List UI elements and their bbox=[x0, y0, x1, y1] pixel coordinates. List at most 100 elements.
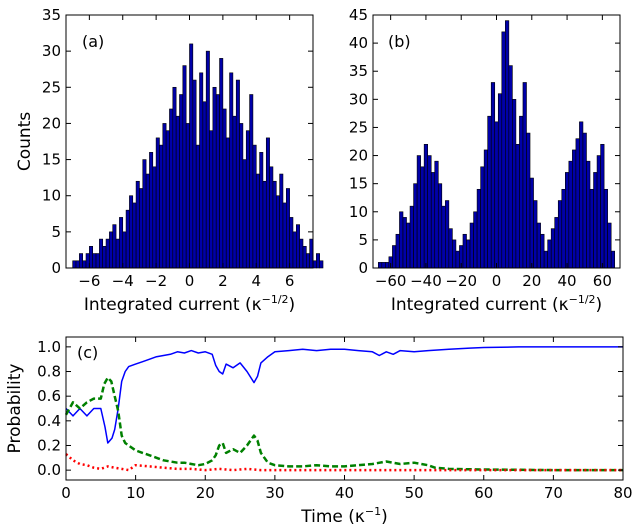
histogram-bar bbox=[452, 239, 457, 269]
histogram-bar bbox=[600, 144, 605, 269]
histogram-bar bbox=[593, 172, 598, 269]
histogram-bar bbox=[589, 188, 594, 269]
histogram-bar bbox=[473, 211, 478, 269]
x-axis-label: Integrated current (κ−1/2) bbox=[391, 293, 602, 315]
histogram-bar bbox=[129, 195, 134, 269]
histogram-bar bbox=[312, 260, 317, 269]
histogram-bar bbox=[586, 160, 591, 269]
histogram-bar bbox=[469, 222, 474, 269]
histogram-bar bbox=[289, 217, 294, 269]
histogram-bar bbox=[255, 173, 260, 269]
histogram-bar bbox=[175, 115, 180, 269]
histogram-bar bbox=[607, 222, 612, 269]
histogram-bar bbox=[195, 144, 200, 269]
x-tick-label: 2 bbox=[218, 272, 228, 290]
histogram-bar bbox=[242, 159, 247, 269]
y-tick-label: 40 bbox=[349, 34, 368, 52]
histogram-bar bbox=[249, 94, 254, 269]
histogram-bar bbox=[139, 188, 144, 269]
y-tick-label: 30 bbox=[42, 42, 61, 60]
histogram-bar bbox=[229, 72, 234, 269]
histogram-bar bbox=[112, 224, 117, 269]
histogram-bar bbox=[215, 94, 220, 269]
x-tick-label: 60 bbox=[593, 272, 612, 290]
histogram-bar bbox=[79, 253, 83, 269]
histogram-bar bbox=[72, 260, 77, 269]
histogram-bar bbox=[483, 149, 488, 269]
histogram-bar bbox=[455, 250, 460, 269]
histogram-bar bbox=[185, 123, 190, 269]
x-axis-label-exponent: −1/2 bbox=[569, 293, 596, 306]
histogram-bar bbox=[252, 144, 257, 269]
y-tick-label: 20 bbox=[42, 114, 61, 132]
histogram-bar bbox=[550, 228, 556, 269]
histogram-bar bbox=[522, 82, 527, 269]
histogram-bar bbox=[508, 65, 513, 269]
x-axis-label-main: Integrated current (κ bbox=[391, 295, 569, 315]
histogram-bar bbox=[448, 228, 453, 269]
histogram-bar bbox=[75, 260, 80, 269]
histogram-bar bbox=[309, 238, 314, 269]
x-tick-label: 20 bbox=[196, 484, 215, 502]
histogram-bar bbox=[199, 72, 204, 269]
histogram-bar bbox=[105, 238, 110, 269]
histogram-bar bbox=[209, 130, 214, 269]
x-axis-label-close: ) bbox=[381, 507, 388, 527]
x-tick-label: 40 bbox=[558, 272, 577, 290]
histogram-bar bbox=[557, 200, 563, 269]
y-tick-label: 0.0 bbox=[37, 461, 61, 479]
histogram-bar bbox=[540, 233, 545, 269]
y-tick-label: 30 bbox=[349, 90, 368, 108]
histogram-bar bbox=[125, 209, 130, 269]
y-tick-label: 10 bbox=[349, 203, 368, 221]
y-tick-label: 25 bbox=[349, 118, 368, 136]
histogram-bar bbox=[565, 172, 570, 269]
histogram-bar bbox=[319, 260, 324, 269]
histogram-bar bbox=[285, 188, 290, 269]
histogram-bar bbox=[385, 262, 390, 269]
histogram-bar bbox=[512, 99, 517, 269]
histogram-bar bbox=[515, 144, 520, 269]
y-tick-label: 0.2 bbox=[37, 436, 61, 454]
y-tick-label: 1.0 bbox=[37, 338, 61, 356]
histogram-bar bbox=[222, 108, 227, 269]
x-tick-label: 20 bbox=[522, 272, 541, 290]
histogram-bar bbox=[533, 200, 538, 269]
histogram-bar bbox=[145, 173, 150, 269]
histogram-bar bbox=[381, 262, 386, 269]
x-tick-label: −40 bbox=[410, 272, 442, 290]
histogram-bar bbox=[239, 123, 244, 269]
histogram-bar bbox=[416, 155, 421, 269]
histogram-bar bbox=[568, 160, 573, 269]
y-tick-label: 35 bbox=[42, 6, 61, 24]
x-tick-label: 0 bbox=[61, 484, 71, 502]
histogram-bar bbox=[377, 262, 383, 269]
panel-label: (a) bbox=[82, 32, 104, 51]
histogram-bar bbox=[392, 245, 397, 269]
histogram-bar bbox=[430, 172, 436, 269]
histogram-bar bbox=[272, 180, 277, 269]
histogram-bar bbox=[92, 253, 97, 269]
x-axis-label: Integrated current (κ−1/2) bbox=[84, 293, 295, 315]
histogram-bar bbox=[480, 166, 485, 269]
x-axis-label-main: Time (κ bbox=[300, 507, 365, 527]
histogram-bar bbox=[497, 93, 503, 269]
panel-b-histogram: −60 −40 −20 0 20 40 60 0 5 10 15 20 25 30 35 40 45 (b) Int… bbox=[349, 6, 621, 315]
histogram-bar bbox=[245, 130, 250, 269]
x-tick-label: −20 bbox=[445, 272, 477, 290]
histogram-bar bbox=[395, 233, 400, 269]
histogram-bar bbox=[409, 205, 414, 269]
x-tick-label: 50 bbox=[405, 484, 424, 502]
histogram-bar bbox=[279, 173, 284, 269]
histogram-bar bbox=[526, 132, 531, 269]
histogram-bar bbox=[155, 137, 160, 269]
axes-frame bbox=[372, 14, 621, 269]
histogram-bar bbox=[579, 121, 584, 269]
histogram-bar bbox=[406, 222, 411, 269]
histogram-bar bbox=[413, 183, 418, 269]
y-tick-label: 45 bbox=[349, 6, 368, 24]
histogram-bars bbox=[377, 20, 616, 269]
x-tick-label: 60 bbox=[474, 484, 493, 502]
axes-frame bbox=[65, 336, 624, 481]
